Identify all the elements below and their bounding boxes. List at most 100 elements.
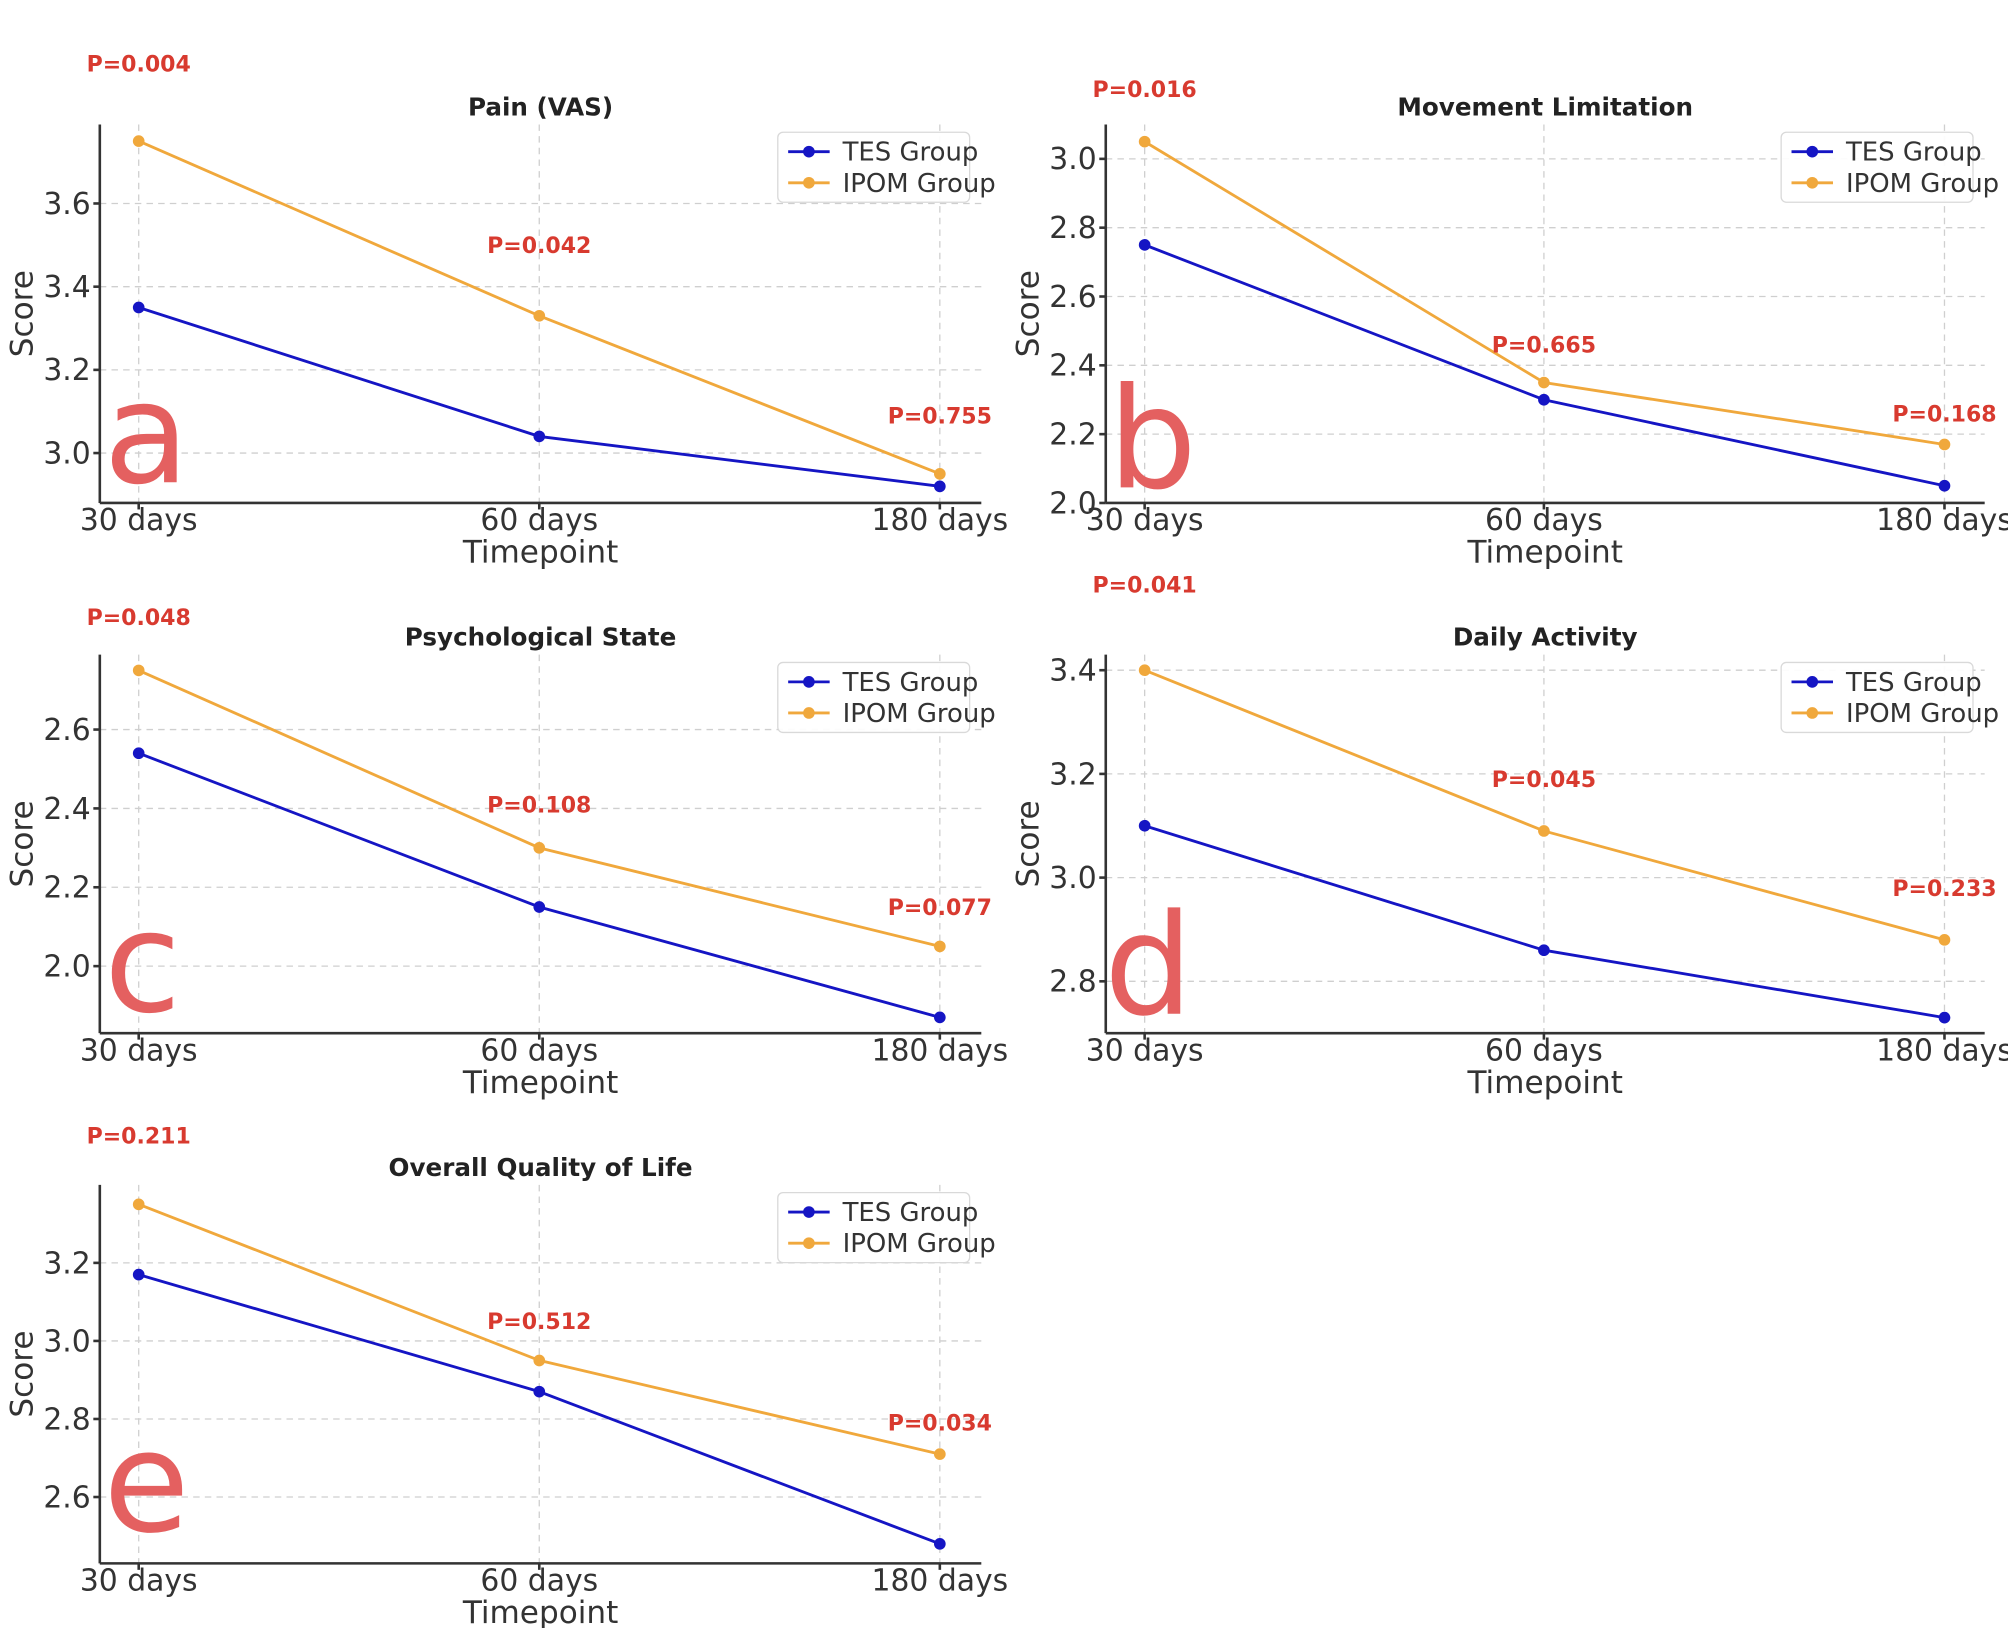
legend-marker-ipom <box>803 1237 815 1250</box>
x-tick-label: 180 days <box>1876 1033 2008 1068</box>
p-value-label: P=0.233 <box>1892 877 1996 902</box>
data-point-ipom <box>533 309 546 322</box>
data-point-ipom <box>1538 376 1550 389</box>
data-point-tes <box>533 1385 546 1398</box>
data-point-tes <box>533 430 546 443</box>
panel-letter: c <box>104 882 181 1045</box>
panel-title: Psychological State <box>405 623 677 652</box>
data-point-tes <box>1538 944 1550 957</box>
y-tick-label: 2.0 <box>43 950 90 985</box>
p-value-label: P=0.048 <box>87 606 191 631</box>
x-tick-label: 60 days <box>1485 1033 1603 1068</box>
data-point-ipom <box>132 1198 145 1211</box>
y-axis-label: Score <box>4 800 40 887</box>
x-axis-label: Timepoint <box>1466 535 1622 571</box>
legend-label-tes: TES Group <box>842 138 979 168</box>
p-value-label: P=0.755 <box>888 404 992 429</box>
p-value-label: P=0.108 <box>487 793 591 818</box>
data-point-tes <box>1138 239 1151 251</box>
y-tick-label: 3.4 <box>43 270 90 305</box>
data-point-tes <box>132 1268 145 1281</box>
x-tick-label: 30 days <box>1086 503 1204 538</box>
panel-letter: e <box>103 1402 189 1565</box>
legend-box <box>1780 131 1974 203</box>
y-tick-label: 3.6 <box>43 187 90 222</box>
data-point-tes <box>933 480 946 493</box>
x-tick-label: 180 days <box>871 1564 1008 1599</box>
panel-letter: b <box>1108 358 1197 521</box>
x-tick-label: 60 days <box>480 503 598 538</box>
data-point-ipom <box>1938 933 1951 946</box>
legend-label-tes: TES Group <box>1845 668 1982 698</box>
data-point-tes <box>933 1538 946 1550</box>
panel-b: 2.0 2.2 2.4 2.6 2.8 3.0 30 days 60 days 180 days… <box>1010 78 2008 570</box>
y-tick-label: 2.8 <box>43 1402 90 1437</box>
legend-marker-ipom <box>1806 176 1819 189</box>
legend-label-ipom: IPOM Group <box>843 169 996 199</box>
p-value-label: P=0.041 <box>1093 573 1197 598</box>
legend-label-tes: TES Group <box>842 1198 979 1228</box>
p-value-label: P=0.042 <box>487 234 591 259</box>
y-axis-label: Score <box>4 270 40 357</box>
x-tick-label: 60 days <box>1485 503 1603 538</box>
p-value-label: P=0.168 <box>1892 402 1996 427</box>
panel-e: 2.6 2.8 3.0 3.2 30 days 60 days 180 days Timepo… <box>4 1124 1008 1628</box>
data-point-tes <box>1938 479 1951 492</box>
y-axis-label: Score <box>1010 800 1046 887</box>
y-tick-label: 2.6 <box>1049 280 1096 315</box>
legend-label-ipom: IPOM Group <box>843 1229 996 1259</box>
x-tick-label: 180 days <box>1876 503 2008 538</box>
legend-marker-ipom <box>803 707 815 719</box>
legend-marker-tes <box>803 145 815 158</box>
data-point-ipom <box>533 842 546 854</box>
x-tick-label: 60 days <box>480 1564 598 1599</box>
data-point-ipom <box>1138 135 1151 148</box>
p-value-label: P=0.045 <box>1492 768 1596 793</box>
x-axis-label: Timepoint <box>462 1065 618 1101</box>
legend-label-ipom: IPOM Group <box>1846 169 1999 199</box>
p-value-label: P=0.211 <box>87 1124 191 1149</box>
y-axis-label: Score <box>1010 270 1046 357</box>
y-tick-label: 3.2 <box>43 1246 90 1281</box>
p-value-label: P=0.512 <box>487 1310 591 1335</box>
panel-title: Pain (VAS) <box>468 92 613 121</box>
data-point-ipom <box>933 468 946 480</box>
y-tick-label: 2.2 <box>1049 418 1096 453</box>
legend-label-ipom: IPOM Group <box>843 699 996 729</box>
x-tick-label: 180 days <box>871 1033 1008 1068</box>
panel-title: Daily Activity <box>1453 623 1638 652</box>
legend-marker-ipom <box>803 176 815 189</box>
p-value-label: P=0.004 <box>87 52 191 77</box>
panel-c: 2.0 2.2 2.4 2.6 30 days 60 days 180 days Timepo… <box>4 606 1008 1101</box>
x-axis-label: Timepoint <box>462 535 618 571</box>
y-tick-label: 3.0 <box>43 436 90 471</box>
panel-a: 3.0 3.2 3.4 3.6 30 days 60 days 180 days Timepo… <box>4 52 1008 570</box>
p-value-label: P=0.077 <box>888 896 992 921</box>
legend-marker-tes <box>1806 145 1819 158</box>
data-point-ipom <box>933 1448 946 1460</box>
data-point-tes <box>132 747 145 760</box>
legend-box <box>1780 661 1974 734</box>
y-tick-label: 3.0 <box>1049 142 1096 177</box>
y-axis-label: Score <box>4 1331 40 1418</box>
y-tick-label: 2.6 <box>43 713 90 748</box>
legend-marker-tes <box>803 1206 815 1218</box>
x-tick-label: 30 days <box>80 1564 198 1599</box>
y-tick-label: 3.2 <box>1049 757 1096 792</box>
data-point-tes <box>933 1011 946 1024</box>
panel-title: Movement Limitation <box>1397 92 1693 121</box>
legend-box <box>777 1191 971 1264</box>
legend-label-tes: TES Group <box>1845 138 1982 168</box>
legend-marker-tes <box>1806 676 1819 688</box>
legend-box <box>777 131 971 203</box>
y-tick-label: 3.2 <box>43 353 90 388</box>
y-tick-label: 3.0 <box>43 1324 90 1359</box>
data-point-ipom <box>933 940 946 953</box>
data-point-tes <box>1538 393 1550 406</box>
legend-marker-tes <box>803 676 815 688</box>
y-tick-label: 2.2 <box>43 871 90 906</box>
y-tick-label: 2.6 <box>43 1480 90 1515</box>
p-value-label: P=0.665 <box>1492 333 1596 358</box>
x-tick-label: 60 days <box>480 1033 598 1068</box>
